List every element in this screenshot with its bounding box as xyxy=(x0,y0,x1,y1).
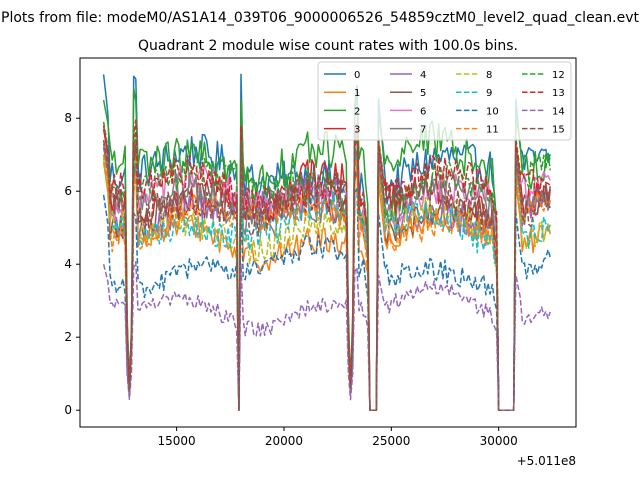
legend-label: 2 xyxy=(354,106,360,117)
legend-item-6: 6 xyxy=(390,106,426,117)
legend-item-3: 3 xyxy=(324,125,360,136)
legend-item-5: 5 xyxy=(390,88,426,99)
legend-item-13: 13 xyxy=(522,88,565,99)
legend-label: 8 xyxy=(486,70,492,81)
series-line-11 xyxy=(102,153,551,411)
legend-label: 0 xyxy=(354,70,360,81)
series-line-0 xyxy=(102,73,551,411)
legend-item-9: 9 xyxy=(456,88,492,99)
y-tick-label: 8 xyxy=(64,111,72,125)
y-tick-label: 0 xyxy=(64,403,72,417)
legend-label: 14 xyxy=(552,106,565,117)
legend-label: 15 xyxy=(552,125,565,136)
legend-label: 10 xyxy=(486,106,499,117)
legend-label: 6 xyxy=(420,106,426,117)
series-line-12 xyxy=(102,121,551,411)
figure-suptitle: Plots from file: modeM0/AS1A14_039T06_90… xyxy=(1,10,639,26)
legend-item-11: 11 xyxy=(456,125,499,136)
legend-label: 11 xyxy=(486,125,499,136)
x-tick-label: 30000 xyxy=(480,434,518,448)
y-tick-label: 2 xyxy=(64,330,72,344)
y-tick-label: 4 xyxy=(64,257,72,271)
legend-item-10: 10 xyxy=(456,106,499,117)
legend-item-7: 7 xyxy=(390,125,426,136)
x-tick-label: 15000 xyxy=(158,434,196,448)
legend-item-15: 15 xyxy=(522,125,565,136)
legend-item-1: 1 xyxy=(324,88,360,99)
legend-label: 12 xyxy=(552,70,565,81)
legend-label: 5 xyxy=(420,88,426,99)
legend-label: 13 xyxy=(552,88,565,99)
series-line-14 xyxy=(102,261,551,411)
axes-frame xyxy=(79,57,577,428)
series-line-15 xyxy=(102,136,551,411)
legend-label: 7 xyxy=(420,125,426,136)
legend-label: 4 xyxy=(420,70,426,81)
legend-item-8: 8 xyxy=(456,70,492,81)
x-axis: 15000 20000 25000 30000 xyxy=(158,427,518,448)
chart-title: Quadrant 2 module wise count rates with … xyxy=(138,38,518,54)
series-line-9 xyxy=(102,145,551,411)
legend-frame xyxy=(317,61,572,141)
x-tick-label: 20000 xyxy=(265,434,303,448)
series-line-10 xyxy=(102,187,551,411)
legend-item-14: 14 xyxy=(522,106,565,117)
x-tick-label: 25000 xyxy=(372,434,410,448)
legend-label: 1 xyxy=(354,88,360,99)
y-axis: 0 2 4 6 8 xyxy=(64,111,80,417)
y-tick-label: 6 xyxy=(64,184,72,198)
legend-label: 3 xyxy=(354,125,360,136)
series-line-13 xyxy=(102,119,551,411)
legend-item-2: 2 xyxy=(324,106,360,117)
legend-item-0: 0 xyxy=(324,70,360,81)
series-line-8 xyxy=(102,153,551,411)
legend-label: 9 xyxy=(486,88,492,99)
x-offset-label: +5.011e8 xyxy=(517,454,576,468)
legend-item-4: 4 xyxy=(390,70,426,81)
legend-item-12: 12 xyxy=(522,70,565,81)
